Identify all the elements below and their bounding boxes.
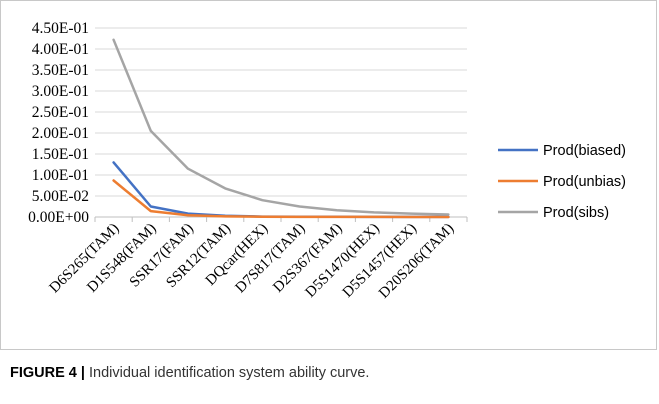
legend-label: Prod(sibs) [543,205,609,221]
y-tick-label: 0.00E+00 [28,209,89,226]
y-tick-label: 3.50E-01 [32,62,89,79]
y-tick-label: 2.00E-01 [32,125,89,142]
line-chart: 0.00E+00 5.00E-02 1.00E-01 1.50E-01 2.00E-01… [28,20,626,302]
series-line [112,38,450,216]
figure-caption-text: Individual identification system ability… [84,365,370,381]
y-tick-label: 5.00E-02 [32,188,89,205]
figure-label: FIGURE 4 | [10,365,85,381]
legend-label: Prod(biased) [543,143,626,159]
chart-area: 0.00E+00 5.00E-02 1.00E-01 1.50E-01 2.00E-01… [0,0,657,350]
series-line [112,179,450,219]
y-tick-label: 3.00E-01 [32,83,89,100]
y-tick-label: 2.50E-01 [32,104,89,121]
y-tick-label: 1.50E-01 [32,146,89,163]
legend-label: Prod(unbias) [543,174,626,190]
y-tick-label: 4.00E-01 [32,41,89,58]
y-tick-label: 1.00E-01 [32,167,89,184]
y-tick-label: 4.50E-01 [32,20,89,37]
series-line [112,161,450,219]
figure-caption: FIGURE 4 | Individual identification sys… [10,365,650,381]
